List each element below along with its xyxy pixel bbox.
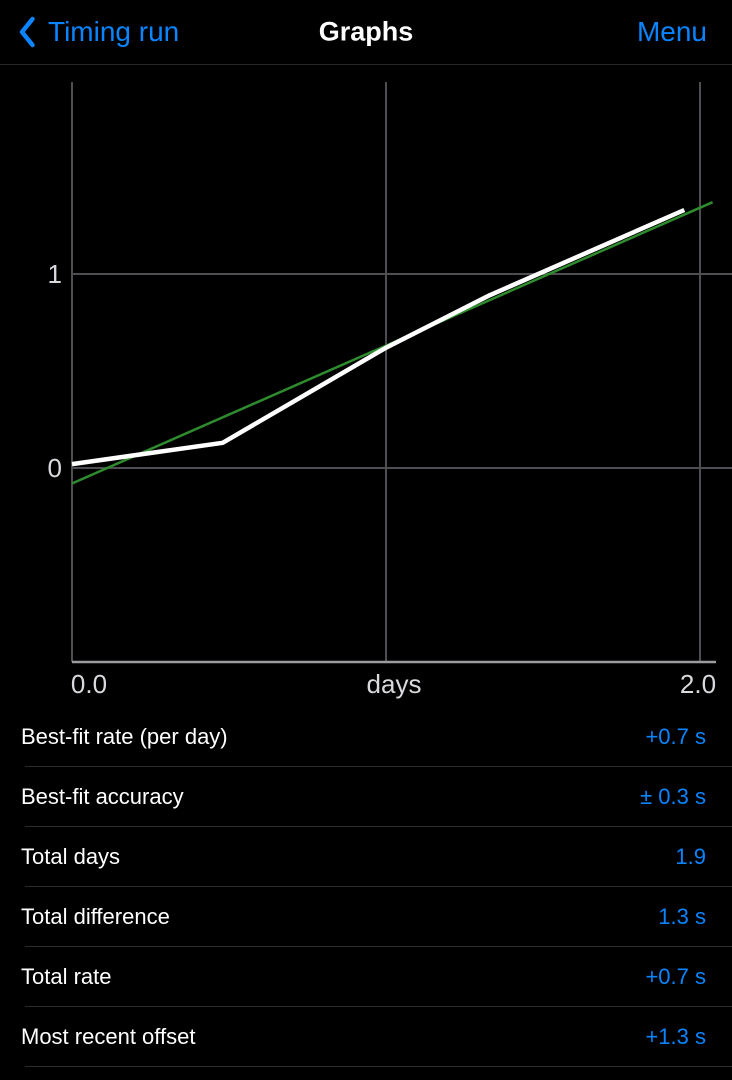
- stat-row-total-days: Total days 1.9: [0, 827, 732, 887]
- stat-row-best-fit-rate-per-day: Best-fit rate (per day) +0.7 s: [0, 707, 732, 767]
- chevron-left-icon: [19, 16, 35, 48]
- stat-label: Total rate: [21, 964, 112, 989]
- chart-area: 0.0 2.0 days 0 1: [0, 65, 732, 707]
- measured-offset-line: [71, 207, 686, 467]
- stat-label: Total days: [21, 844, 121, 869]
- x-tick-label: 0.0: [71, 669, 107, 699]
- timing-chart: 0.0 2.0 days 0 1: [48, 82, 732, 699]
- stat-row-total-difference: Total difference 1.3 s: [0, 887, 732, 947]
- back-button[interactable]: Timing run: [0, 15, 179, 49]
- y-tick-label: 0: [48, 453, 62, 483]
- back-button-label: Timing run: [48, 16, 180, 47]
- y-tick-label: 1: [48, 259, 62, 289]
- menu-button[interactable]: Menu: [637, 16, 732, 48]
- stat-value: ± 0.3 s: [640, 784, 706, 809]
- stats-table: Best-fit rate (per day) +0.7 s Best-fit ac…: [0, 707, 732, 1067]
- stat-label: Best-fit accuracy: [21, 784, 184, 809]
- nav-bar: Timing run Graphs Menu: [0, 0, 732, 65]
- stat-value: 1.3 s: [658, 904, 706, 929]
- stat-row-most-recent-offset: Most recent offset +1.3 s: [0, 1007, 732, 1067]
- stat-value: +0.7 s: [645, 724, 706, 749]
- stat-label: Total difference: [21, 904, 170, 929]
- stat-value: +1.3 s: [645, 1024, 706, 1049]
- stat-value: +0.7 s: [645, 964, 706, 989]
- stat-label: Most recent offset: [21, 1024, 196, 1049]
- stat-value: 1.9: [675, 844, 706, 869]
- stat-row-total-rate: Total rate +0.7 s: [0, 947, 732, 1007]
- page-title: Graphs: [318, 16, 414, 47]
- x-tick-label: 2.0: [680, 669, 716, 699]
- stat-row-best-fit-accuracy: Best-fit accuracy ± 0.3 s: [0, 767, 732, 827]
- stat-label: Best-fit rate (per day): [21, 724, 228, 749]
- x-axis-title: days: [367, 669, 422, 699]
